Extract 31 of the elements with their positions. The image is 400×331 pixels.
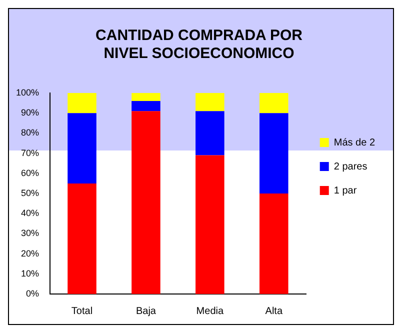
bar [259,93,288,114]
y-tick-label: 20% [21,248,40,258]
y-tick-label: 30% [21,228,40,238]
bar [68,113,96,184]
bar [68,93,96,114]
bar [196,111,224,156]
x-tick-label: Total [71,306,93,317]
bar [68,183,96,294]
bar [196,155,224,294]
legend-label: 1 par [334,185,358,196]
y-tick-label: 100% [16,87,40,98]
bar [132,111,160,294]
y-tick-label: 40% [21,208,40,218]
y-tick-label: 50% [21,188,40,198]
y-tick-label: 90% [21,108,40,118]
x-tick-label: Media [196,306,224,317]
y-tick-label: 80% [21,128,40,138]
bar [196,93,224,112]
bar [259,113,288,194]
legend-label: 2 pares [334,161,368,172]
bar [132,93,160,102]
y-tick-label: 0% [26,288,40,298]
bar [259,194,288,294]
x-tick-label: Alta [265,306,283,317]
chart-title: CANTIDAD COMPRADA POR NIVEL SOCIOECONOMICO [96,27,303,62]
x-tick-label: Baja [136,306,156,317]
y-tick-label: 10% [21,268,40,278]
legend-label: Más de 2 [334,137,376,148]
y-tick-label: 70% [21,148,40,158]
y-tick-label: 60% [21,168,40,178]
bar [132,101,160,112]
